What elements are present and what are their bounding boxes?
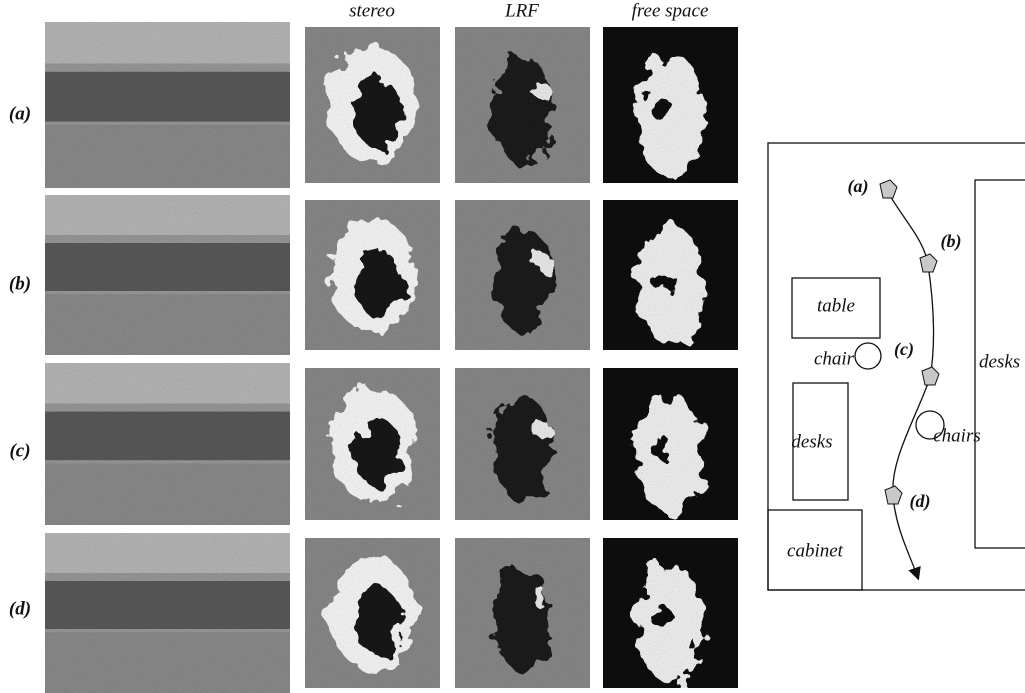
tile-blobs <box>329 46 415 165</box>
blob <box>531 252 551 268</box>
tile-blobs <box>329 386 415 502</box>
photo-furniture <box>45 243 290 291</box>
blob <box>353 419 402 486</box>
map-image <box>305 27 440 183</box>
column-header: free space <box>632 0 709 21</box>
waypoint-label: (c) <box>894 339 914 360</box>
map-image <box>603 27 738 183</box>
map-image <box>455 538 590 688</box>
photo-floor <box>45 632 290 693</box>
map-image <box>305 200 440 350</box>
waypoint-label: (b) <box>941 231 962 252</box>
photo-ceiling <box>45 195 290 235</box>
tile-blobs <box>637 393 705 515</box>
tile-blobs <box>637 225 705 345</box>
waypoint-marker <box>920 254 937 272</box>
row-label: (b) <box>9 273 31 294</box>
blob <box>493 228 552 333</box>
map-image <box>305 538 440 688</box>
map-image <box>603 368 738 520</box>
blob <box>353 79 402 148</box>
tile-blobs <box>493 228 552 333</box>
blob <box>651 270 675 290</box>
blob <box>531 421 551 437</box>
tile-blobs <box>329 556 415 670</box>
photo-ceiling <box>45 533 290 573</box>
blob <box>493 396 552 502</box>
blob <box>493 566 552 671</box>
photo-ceiling <box>45 363 290 404</box>
map-object-label: chairs <box>933 425 981 446</box>
map-image <box>455 200 590 350</box>
photo-furniture <box>45 581 290 629</box>
photo-ceiling <box>45 22 290 64</box>
map-image <box>455 27 590 183</box>
camera-image <box>45 22 290 188</box>
blob <box>353 250 402 316</box>
blob <box>493 55 552 164</box>
waypoint-label: (d) <box>910 491 931 512</box>
tile-blobs <box>637 53 705 178</box>
blob <box>651 608 675 628</box>
waypoint-marker <box>880 180 897 198</box>
camera-image <box>45 363 290 525</box>
column-header: stereo <box>349 0 395 21</box>
tile-blobs <box>493 55 552 164</box>
map-object-label: chair <box>814 348 855 369</box>
photo-floor <box>45 294 290 355</box>
photo-furniture <box>45 412 290 461</box>
figure: stereo LRF free space (a) (b) (c) (d) (a… <box>0 0 1025 693</box>
blob <box>531 82 551 98</box>
photo-furniture <box>45 72 290 122</box>
blob <box>651 439 675 459</box>
row-label: (d) <box>9 598 31 619</box>
tile-blobs <box>493 396 552 502</box>
camera-image <box>45 195 290 355</box>
map-object-label: desks <box>791 431 832 452</box>
column-header: LRF <box>504 0 539 21</box>
tile-blobs <box>637 563 705 683</box>
tile-blobs <box>329 218 415 332</box>
waypoint-marker <box>922 367 939 385</box>
row-label: (a) <box>9 103 31 124</box>
map-object-label: desks <box>979 351 1020 372</box>
chair-circle <box>855 343 881 369</box>
blob <box>353 588 402 654</box>
map-object-label: table <box>817 295 855 316</box>
tile-blobs <box>493 566 552 671</box>
row-label: (c) <box>9 440 30 461</box>
camera-image <box>45 533 290 693</box>
map-object-label: cabinet <box>787 540 844 561</box>
waypoint-label: (a) <box>848 176 869 197</box>
map-image <box>305 368 440 520</box>
blob <box>531 590 551 606</box>
map-image <box>455 368 590 520</box>
blob <box>651 100 675 120</box>
waypoint-marker <box>885 486 902 504</box>
map-image <box>603 200 738 350</box>
photo-floor <box>45 463 290 525</box>
map-image <box>603 538 738 688</box>
photo-floor <box>45 125 290 188</box>
